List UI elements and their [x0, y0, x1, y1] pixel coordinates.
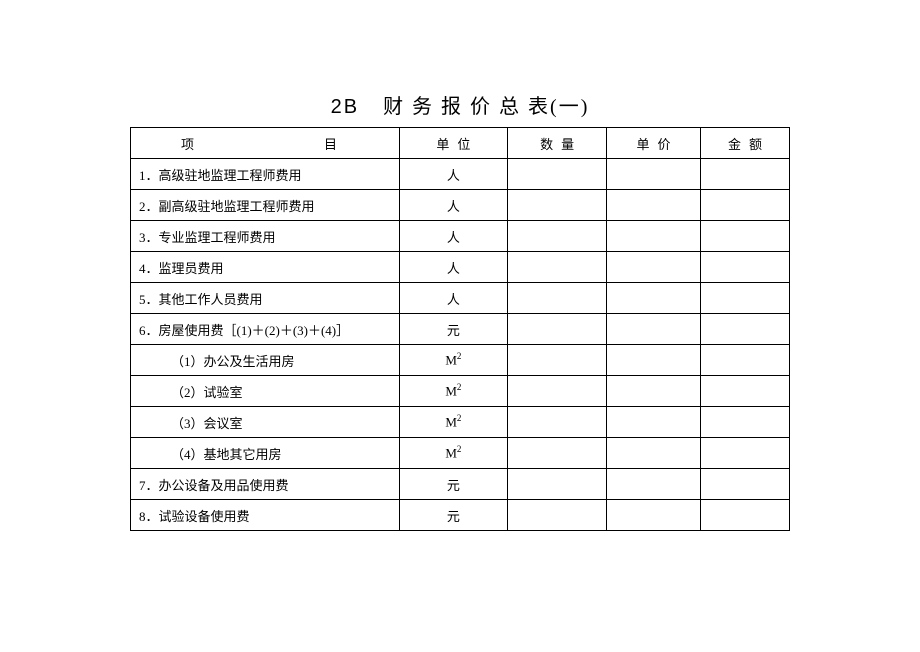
cell-price: [607, 345, 701, 376]
cell-unit: M2: [399, 407, 508, 438]
cell-amount: [700, 469, 789, 500]
cell-amount: [700, 252, 789, 283]
cell-price: [607, 407, 701, 438]
cell-item: 7．办公设备及用品使用费: [131, 469, 400, 500]
table-row: （3）会议室M2: [131, 407, 790, 438]
cell-unit: M2: [399, 438, 508, 469]
cell-quantity: [508, 438, 607, 469]
page-title: 2B 财 务 报 价 总 表(一): [130, 90, 790, 119]
cell-item: 8．试验设备使用费: [131, 500, 400, 531]
table-row: （2）试验室M2: [131, 376, 790, 407]
table-row: 4．监理员费用人: [131, 252, 790, 283]
cell-price: [607, 376, 701, 407]
table-row: 3．专业监理工程师费用人: [131, 221, 790, 252]
cell-quantity: [508, 314, 607, 345]
cell-quantity: [508, 221, 607, 252]
cell-item: 6．房屋使用费［(1)＋(2)＋(3)＋(4)］: [131, 314, 400, 345]
table-row: （1）办公及生活用房M2: [131, 345, 790, 376]
cell-quantity: [508, 190, 607, 221]
cell-price: [607, 221, 701, 252]
cell-quantity: [508, 283, 607, 314]
cell-quantity: [508, 469, 607, 500]
header-quantity: 数量: [508, 128, 607, 159]
table-row: 7．办公设备及用品使用费元: [131, 469, 790, 500]
header-unit: 单位: [399, 128, 508, 159]
table-row: 8．试验设备使用费元: [131, 500, 790, 531]
cell-item: （1）办公及生活用房: [131, 345, 400, 376]
cell-unit: 人: [399, 159, 508, 190]
cell-item: 4．监理员费用: [131, 252, 400, 283]
table-row: 6．房屋使用费［(1)＋(2)＋(3)＋(4)］元: [131, 314, 790, 345]
cell-amount: [700, 345, 789, 376]
cell-unit: M2: [399, 376, 508, 407]
cell-item: 1．高级驻地监理工程师费用: [131, 159, 400, 190]
cell-amount: [700, 376, 789, 407]
cell-quantity: [508, 159, 607, 190]
cell-price: [607, 314, 701, 345]
header-amount: 金额: [700, 128, 789, 159]
title-main: 财 务 报 价 总 表(一): [383, 96, 589, 118]
cell-price: [607, 438, 701, 469]
cell-amount: [700, 159, 789, 190]
cell-amount: [700, 407, 789, 438]
header-item: 项目: [131, 128, 400, 159]
cell-unit: 人: [399, 283, 508, 314]
cell-amount: [700, 221, 789, 252]
table-body: 1．高级驻地监理工程师费用人2．副高级驻地监理工程师费用人3．专业监理工程师费用…: [131, 159, 790, 531]
table-row: （4）基地其它用房M2: [131, 438, 790, 469]
cell-price: [607, 252, 701, 283]
cell-amount: [700, 283, 789, 314]
cell-quantity: [508, 376, 607, 407]
cell-item: （3）会议室: [131, 407, 400, 438]
cell-price: [607, 190, 701, 221]
cell-amount: [700, 190, 789, 221]
cell-price: [607, 469, 701, 500]
cell-item: （4）基地其它用房: [131, 438, 400, 469]
table-row: 1．高级驻地监理工程师费用人: [131, 159, 790, 190]
header-price: 单价: [607, 128, 701, 159]
cell-unit: 人: [399, 221, 508, 252]
table-row: 5．其他工作人员费用人: [131, 283, 790, 314]
cell-quantity: [508, 252, 607, 283]
cell-amount: [700, 438, 789, 469]
quotation-table: 项目 单位 数量 单价 金额 1．高级驻地监理工程师费用人2．副高级驻地监理工程…: [130, 127, 790, 531]
cell-unit: 人: [399, 190, 508, 221]
cell-quantity: [508, 500, 607, 531]
cell-unit: 元: [399, 314, 508, 345]
cell-item: 3．专业监理工程师费用: [131, 221, 400, 252]
cell-amount: [700, 500, 789, 531]
cell-unit: 元: [399, 500, 508, 531]
cell-item: （2）试验室: [131, 376, 400, 407]
cell-amount: [700, 314, 789, 345]
cell-unit: M2: [399, 345, 508, 376]
table-header-row: 项目 单位 数量 单价 金额: [131, 128, 790, 159]
title-prefix: 2B: [331, 96, 359, 118]
table-row: 2．副高级驻地监理工程师费用人: [131, 190, 790, 221]
cell-item: 2．副高级驻地监理工程师费用: [131, 190, 400, 221]
cell-price: [607, 283, 701, 314]
cell-item: 5．其他工作人员费用: [131, 283, 400, 314]
cell-unit: 元: [399, 469, 508, 500]
cell-quantity: [508, 407, 607, 438]
cell-quantity: [508, 345, 607, 376]
cell-price: [607, 500, 701, 531]
cell-unit: 人: [399, 252, 508, 283]
cell-price: [607, 159, 701, 190]
